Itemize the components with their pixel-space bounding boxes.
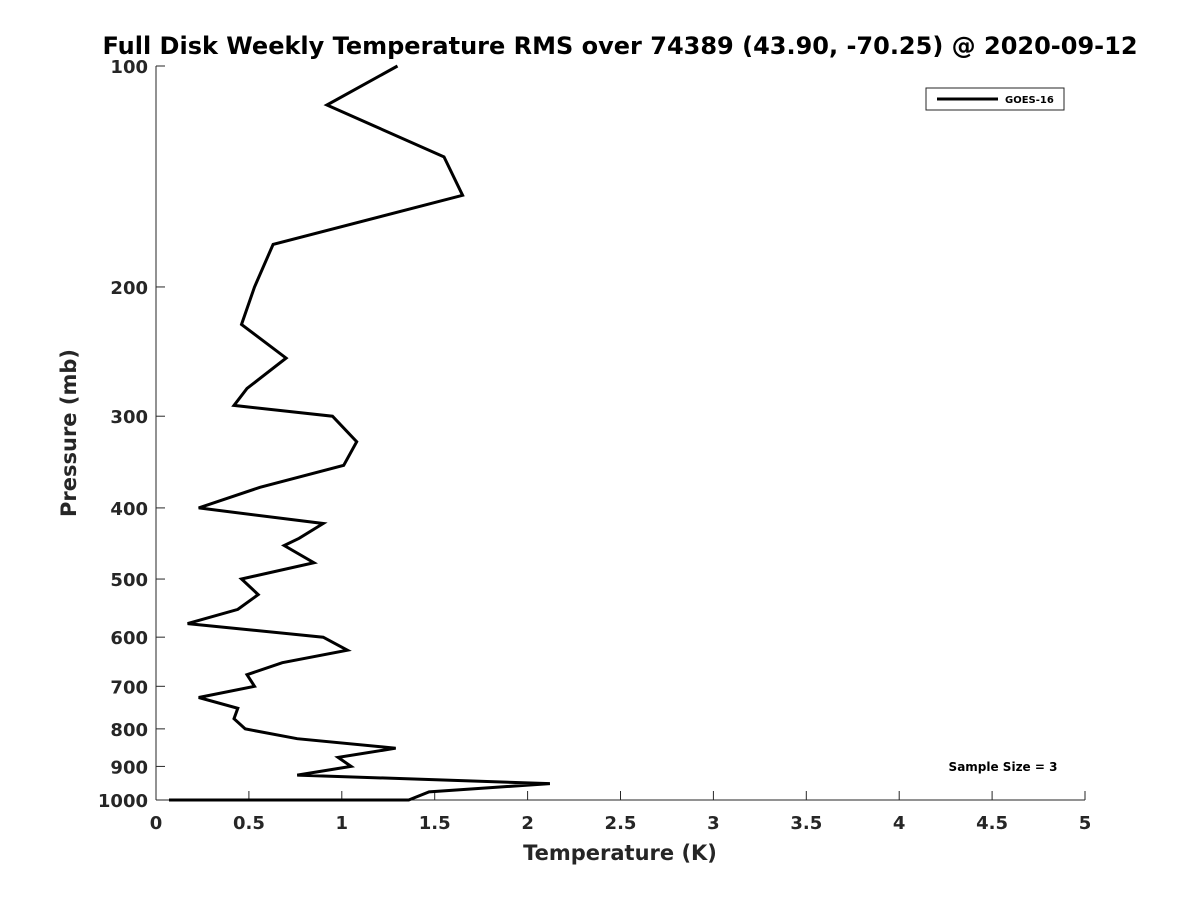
y-tick-label: 400 xyxy=(110,499,148,520)
y-tick-label: 1000 xyxy=(98,791,148,812)
x-tick-label: 4.5 xyxy=(976,813,1008,834)
x-tick-label: 1.5 xyxy=(419,813,451,834)
y-tick-label: 300 xyxy=(110,407,148,428)
chart-title: Full Disk Weekly Temperature RMS over 74… xyxy=(102,32,1137,60)
x-tick-label: 0 xyxy=(150,813,163,834)
legend: GOES-16 xyxy=(925,87,1065,111)
x-tick-label: 0.5 xyxy=(233,813,265,834)
series-line-goes-16 xyxy=(169,64,551,802)
y-tick-label: 600 xyxy=(110,628,148,649)
series-lines xyxy=(169,64,551,802)
legend-label-goes-16: GOES-16 xyxy=(1005,95,1054,106)
x-tick-label: 4 xyxy=(893,813,906,834)
y-tick-label: 900 xyxy=(110,757,148,778)
x-tick-label: 2 xyxy=(521,813,534,834)
x-axis-ticks: 0 0.5 1 1.5 2 2.5 3 3.5 4 4.5 5 xyxy=(150,791,1092,834)
x-tick-label: 3.5 xyxy=(790,813,822,834)
x-tick-label: 5 xyxy=(1079,813,1092,834)
sample-size-annotation: Sample Size = 3 xyxy=(949,760,1058,774)
y-tick-label: 500 xyxy=(110,570,148,591)
y-axis-ticks: 100 200 300 400 500 600 700 800 900 1000 xyxy=(98,57,165,812)
x-axis-label: Temperature (K) xyxy=(523,841,717,865)
y-tick-label: 800 xyxy=(110,720,148,741)
x-tick-label: 2.5 xyxy=(605,813,637,834)
x-tick-label: 1 xyxy=(336,813,349,834)
y-axis-label: Pressure (mb) xyxy=(57,349,81,517)
y-tick-label: 200 xyxy=(110,278,148,299)
y-tick-label: 700 xyxy=(110,677,148,698)
x-tick-label: 3 xyxy=(707,813,720,834)
y-tick-label: 100 xyxy=(110,57,148,78)
